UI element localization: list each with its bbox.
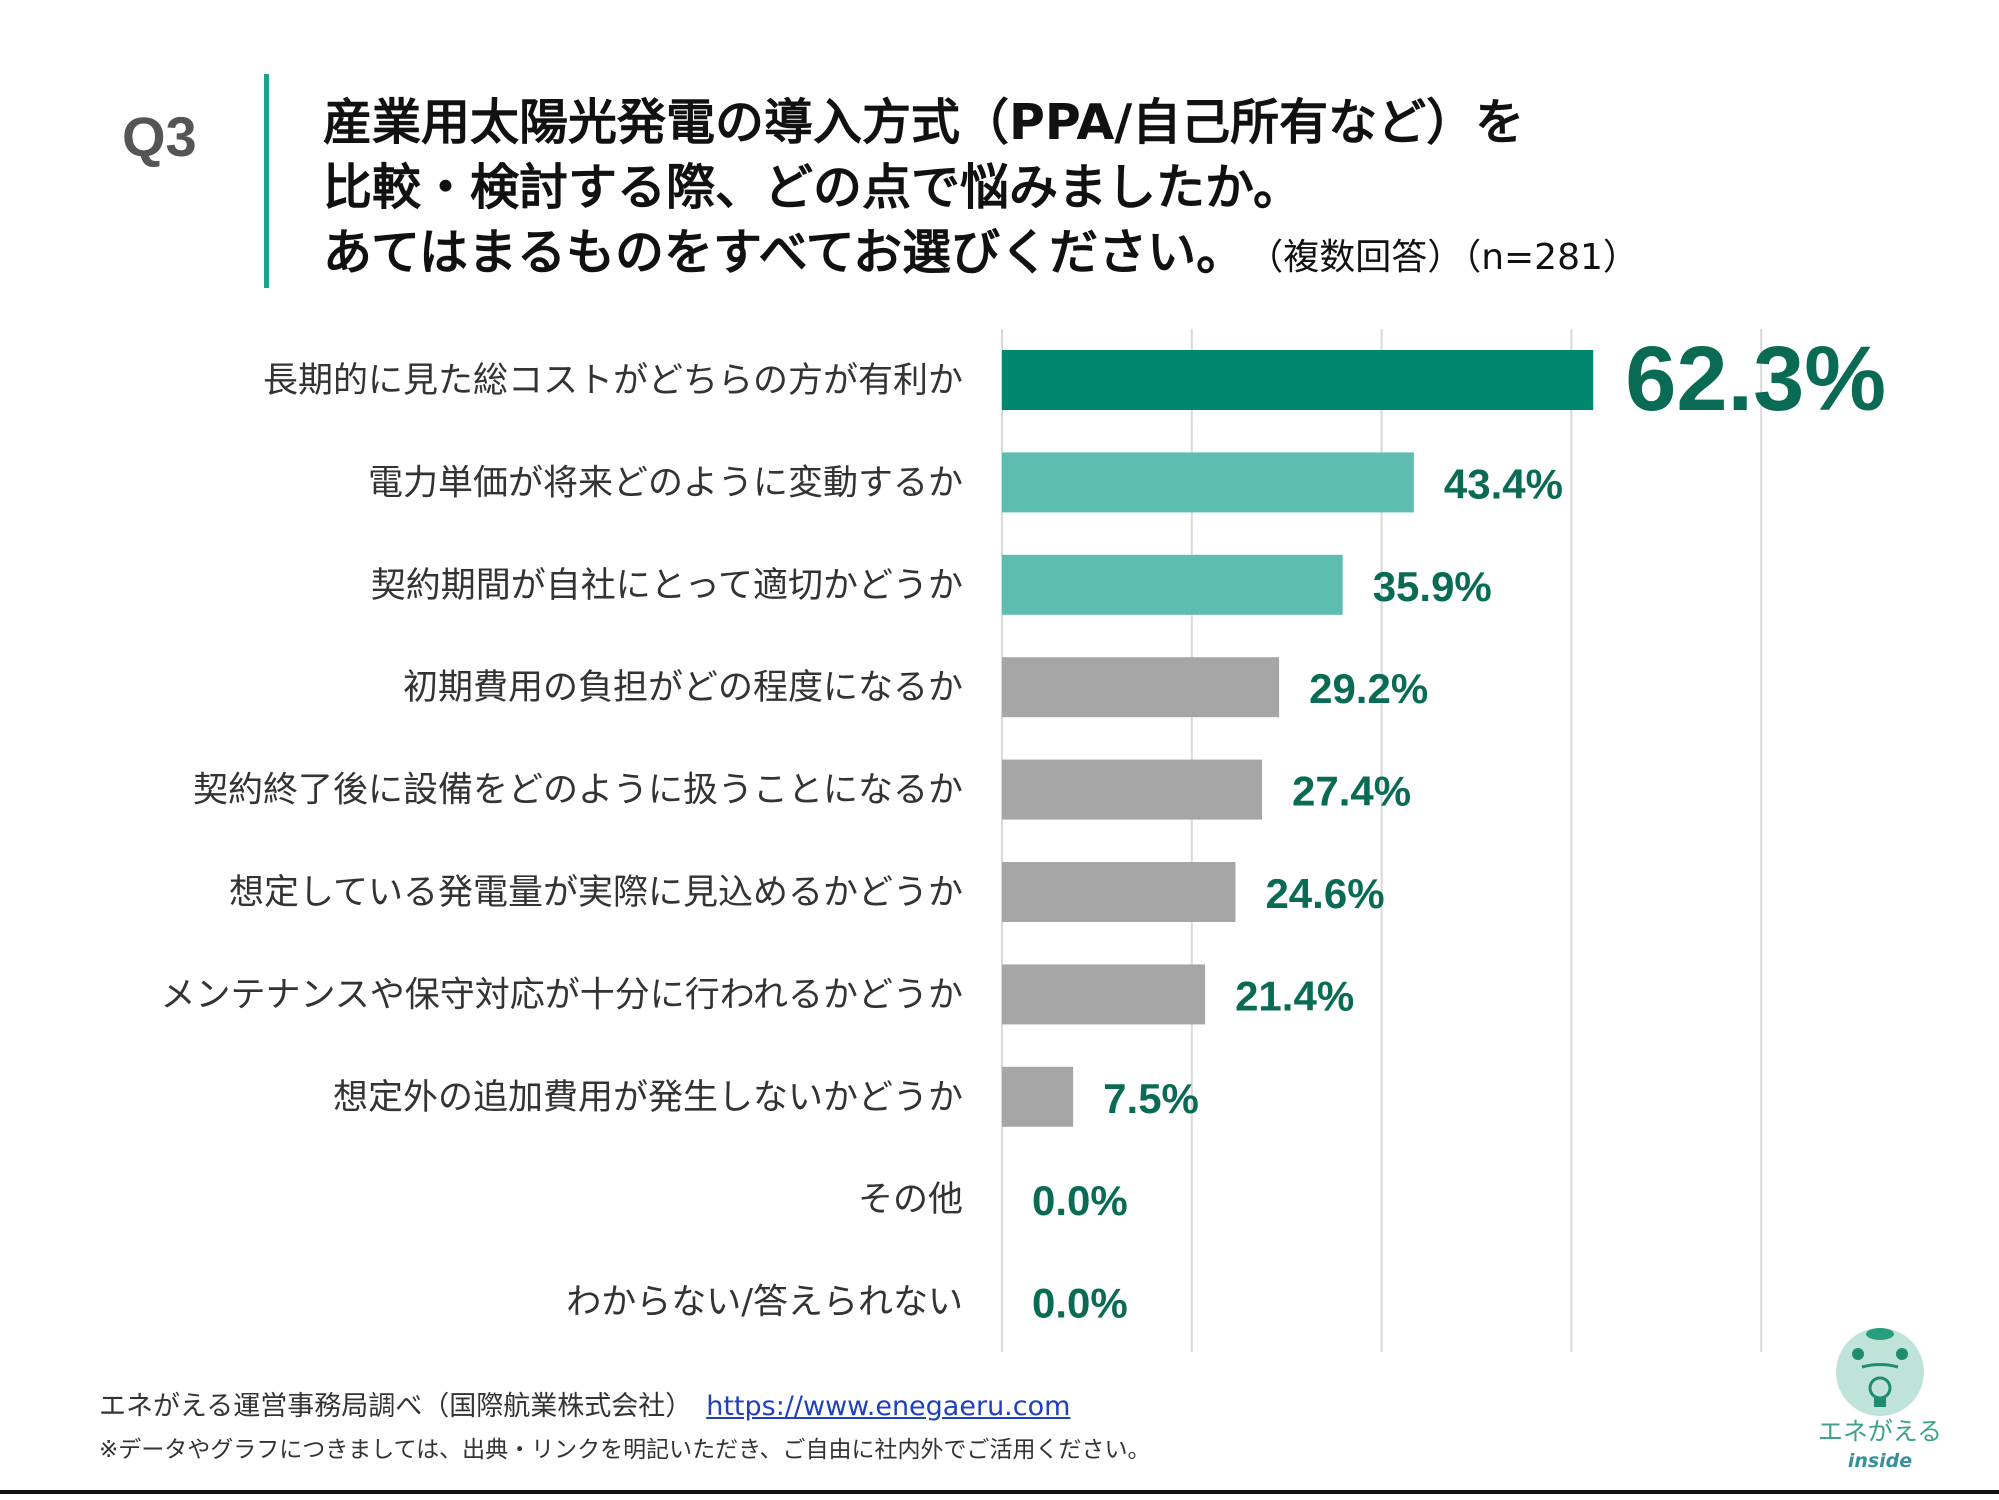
value-label: 24.6% [1265,870,1384,917]
value-label: 35.9% [1373,563,1492,610]
category-label: 契約終了後に設備をどのように扱うことになるか [193,771,963,811]
value-label: 7.5% [1103,1075,1199,1122]
bar [1002,964,1206,1025]
footer-source: エネがえる運営事務局調べ（国際航業株式会社） https://www.enegae… [99,1384,1070,1423]
chart-title: 産業用太陽光発電の導入方式（PPA/自己所有など）を 比較・検討する際、どの点で… [323,90,1639,290]
bar [1002,759,1263,820]
logo-text: エネがえる [1818,1417,1942,1446]
bar [1002,1066,1074,1127]
value-label: 62.3% [1625,328,1886,430]
title-accent-line [264,74,269,288]
category-label: その他 [858,1180,963,1220]
value-label: 43.4% [1444,460,1563,507]
category-label: 電力単価が将来どのように変動するか [368,463,963,503]
bar [1002,862,1236,922]
value-label: 0.0% [1032,1177,1128,1224]
bar [1002,452,1414,513]
title-line-2: 比較・検討する際、どの点で悩みましたか。 [323,159,1303,216]
category-label: メンテナンスや保守対応が十分に行われるかどうか [160,975,963,1015]
category-label: 長期的に見た総コストがどちらの方が有利か [263,361,963,401]
title-subtitle: （複数回答）（n=281） [1265,237,1639,278]
bar [1002,657,1280,718]
frog-bulb-icon: エネがえる inside [1818,1328,1942,1472]
footer-note: ※データやグラフにつきましては、出典・リンクを明記いただき、ご自由に社内外でご活… [99,1437,1151,1463]
category-label: わからない/答えられない [566,1283,963,1323]
category-label: 想定している発電量が実際に見込めるかどうか [229,873,963,913]
enegaeru-logo: エネがえる inside [1800,1322,1960,1472]
title-line-3: あてはまるものをすべてお選びください。 [323,224,1246,281]
category-label: 想定外の追加費用が発生しないかどうか [333,1078,963,1118]
bar [1002,554,1343,615]
question-number: Q3 [122,105,197,168]
value-label: 29.2% [1309,665,1428,712]
logo-sub: inside [1848,1450,1912,1472]
category-label: 契約期間が自社にとって適切かどうか [371,566,963,606]
website-link[interactable]: https://www.enegaeru.com [706,1391,1071,1422]
title-line-1: 産業用太陽光発電の導入方式（PPA/自己所有など）を [323,94,1525,151]
value-label: 0.0% [1032,1280,1128,1327]
category-label: 初期費用の負担がどの程度になるか [403,668,963,708]
bar [1002,350,1594,410]
value-label: 21.4% [1235,972,1354,1019]
source-text: エネがえる運営事務局調べ（国際航業株式会社） [99,1391,693,1422]
value-label: 27.4% [1292,768,1411,815]
bottom-border [0,1490,1999,1494]
